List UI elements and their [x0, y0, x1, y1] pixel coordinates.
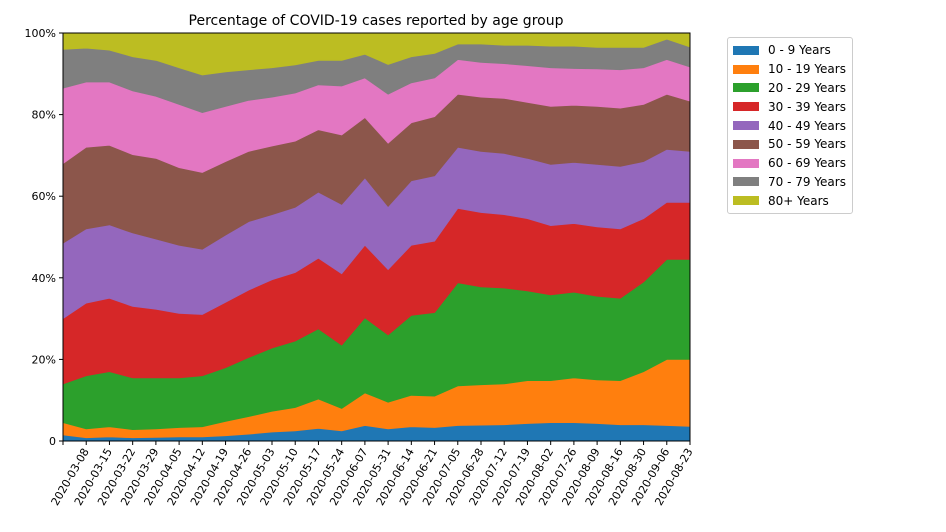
legend-swatch: [733, 177, 759, 187]
legend-swatch: [733, 158, 759, 168]
legend-item: 20 - 29 Years: [728, 79, 852, 98]
legend-item: 70 - 79 Years: [728, 173, 852, 192]
legend-item: 40 - 49 Years: [728, 116, 852, 135]
legend-swatch: [733, 45, 759, 55]
x-axis: 2020-03-082020-03-152020-03-222020-03-29…: [49, 441, 696, 508]
legend-item: 60 - 69 Years: [728, 154, 852, 173]
legend-swatch: [733, 102, 759, 112]
y-tick-label: 40%: [32, 272, 56, 285]
y-tick-label: 20%: [32, 353, 56, 366]
legend-label: 0 - 9 Years: [768, 43, 831, 58]
legend-item: 0 - 9 Years: [728, 41, 852, 60]
legend-label: 50 - 59 Years: [768, 137, 846, 152]
y-tick-label: 80%: [32, 109, 56, 122]
legend-label: 40 - 49 Years: [768, 118, 846, 133]
legend-label: 10 - 19 Years: [768, 62, 846, 77]
legend-label: 20 - 29 Years: [768, 80, 846, 95]
legend-swatch: [733, 139, 759, 149]
y-tick-label: 0: [49, 435, 56, 448]
y-tick-label: 100%: [25, 27, 56, 40]
area-layers: [62, 32, 691, 442]
legend-label: 80+ Years: [768, 193, 829, 208]
legend-swatch: [733, 83, 759, 93]
legend-label: 30 - 39 Years: [768, 99, 846, 114]
legend-item: 10 - 19 Years: [728, 60, 852, 79]
legend: 0 - 9 Years 10 - 19 Years 20 - 29 Years 30 …: [727, 37, 853, 215]
legend-label: 60 - 69 Years: [768, 156, 846, 171]
y-tick-label: 60%: [32, 190, 56, 203]
y-axis: 0 20% 40% 60% 80% 100%: [25, 27, 63, 448]
legend-swatch: [733, 196, 759, 206]
legend-item: 50 - 59 Years: [728, 135, 852, 154]
plot-frame: [62, 32, 691, 442]
legend-item: 30 - 39 Years: [728, 97, 852, 116]
legend-label: 70 - 79 Years: [768, 174, 846, 189]
legend-item: 80+ Years: [728, 191, 852, 210]
legend-swatch: [733, 64, 759, 74]
legend-swatch: [733, 121, 759, 131]
chart-title: Percentage of COVID-19 cases reported by…: [189, 13, 564, 29]
